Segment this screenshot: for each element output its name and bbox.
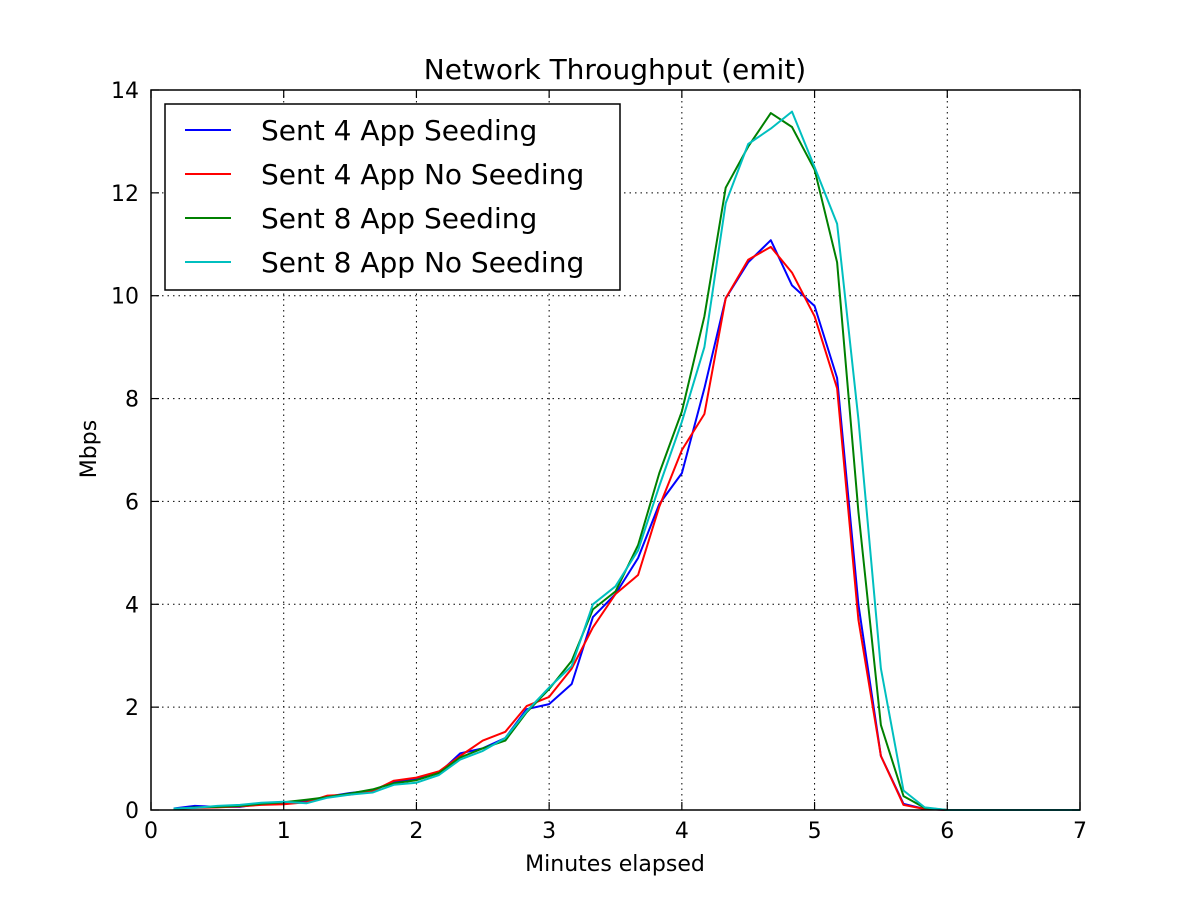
legend-label: Sent 4 App No Seeding — [261, 158, 584, 191]
x-tick-label: 5 — [808, 819, 822, 844]
legend-label: Sent 4 App Seeding — [261, 114, 537, 147]
plot-area-frame — [150, 89, 1081, 811]
x-tick-label: 1 — [277, 819, 291, 844]
y-tick-label: 4 — [125, 593, 139, 618]
y-axis-label: Mbps — [77, 420, 102, 478]
series-line-2 — [173, 245, 1080, 811]
y-tick-label: 6 — [125, 490, 139, 515]
x-tick-label: 7 — [1073, 819, 1087, 844]
y-tick-label: 14 — [111, 79, 139, 104]
legend-label: Sent 8 App No Seeding — [261, 246, 584, 279]
y-tick-label: 12 — [111, 182, 139, 207]
legend: Sent 4 App Seeding Sent 4 App No Seeding S… — [164, 103, 621, 291]
chart-title: Network Throughput (emit) — [424, 53, 806, 86]
x-tick-label: 3 — [542, 819, 556, 844]
x-axis-label: Minutes elapsed — [525, 852, 705, 877]
x-tick-label: 6 — [940, 819, 954, 844]
y-tick-label: 2 — [125, 696, 139, 721]
y-tick-label: 8 — [125, 388, 139, 413]
series-line-4 — [173, 110, 1080, 811]
legend-box — [164, 103, 621, 291]
x-tick-label: 2 — [409, 819, 423, 844]
series-line-1 — [173, 239, 1080, 811]
legend-label: Sent 8 App Seeding — [261, 202, 537, 235]
y-tick-label: 10 — [111, 285, 139, 310]
y-tick-label: 0 — [125, 799, 139, 824]
series-lines — [173, 110, 1080, 811]
x-tick-label: 0 — [144, 819, 158, 844]
x-tick-label: 4 — [675, 819, 689, 844]
